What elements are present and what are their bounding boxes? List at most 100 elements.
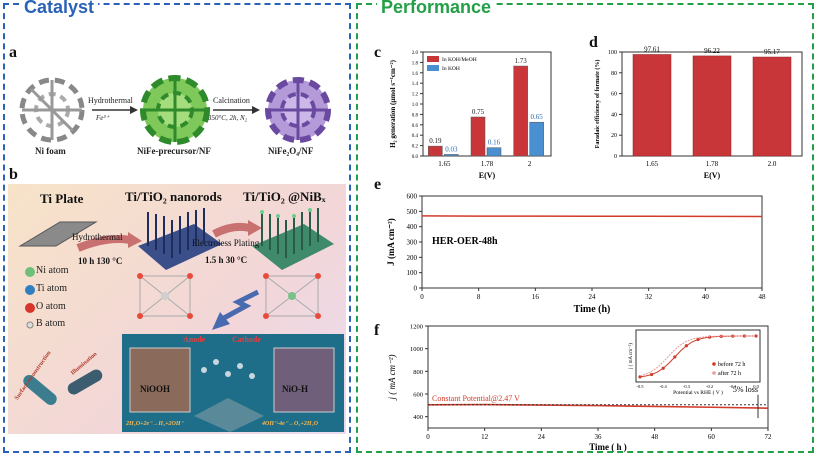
- x-axis-label: E(V): [704, 171, 721, 180]
- y-tick-label: 20: [611, 133, 617, 139]
- ni-foam-label: Ni foam: [35, 146, 66, 156]
- nibx-label: Ti/TiO₂ @NiBₓ: [243, 189, 326, 204]
- inset-legend-marker: [712, 362, 716, 366]
- nife2o4-image: [265, 77, 331, 143]
- bar-value-label: 0.75: [472, 108, 485, 116]
- chart-c: 0.0 0.2 0.4 0.6 0.8 1.0 1.2 1.4 1.6 1.8 2.0 1.65 0.1…: [389, 51, 552, 180]
- loss-label: 5% loss: [733, 385, 758, 394]
- legend-label: In KOH: [442, 66, 460, 72]
- x-tick-label: 2: [528, 160, 532, 168]
- step1-top-label: Hydrothermal: [72, 232, 123, 242]
- y-tick-label: 0: [614, 154, 617, 160]
- inset-x-tick-label: -0.5: [636, 384, 644, 389]
- nanorods-image: [138, 208, 222, 270]
- nife2o4-label: NiFe₂O₄/NF: [268, 146, 314, 156]
- legend-ni-atom: Ni atom: [36, 265, 69, 276]
- bar: [444, 154, 459, 157]
- inset-point-before: [638, 375, 642, 379]
- chart-e: 0 100 200 300 400 500 600 0 8 16 24 32 40 48 HER-OER-4…: [386, 193, 767, 316]
- bar-value-label: 0.65: [531, 113, 544, 121]
- panel-a-scheme: [19, 75, 331, 145]
- ti-plate-image: [18, 221, 98, 247]
- y-tick-label: 0.8: [412, 113, 419, 118]
- bar-value-label: 95.17: [764, 48, 780, 56]
- niooh-label: NiOOH: [140, 384, 171, 394]
- y-tick-label: 1200: [410, 324, 423, 331]
- anode-label: Anode: [183, 335, 206, 344]
- arrow1-bottom-label: Fe³⁺: [96, 114, 110, 122]
- bar: [513, 65, 528, 157]
- ti-plate-label: Ti Plate: [40, 191, 84, 206]
- inset-x-tick-label: -0.2: [706, 384, 713, 389]
- x-tick-label: 0: [420, 293, 424, 301]
- panel-a-letter: a: [9, 44, 17, 61]
- x-tick-label: 8: [477, 293, 481, 301]
- y-axis-label: J (mA cm⁻²): [386, 218, 396, 265]
- y-tick-label: 80: [611, 71, 617, 77]
- bar: [470, 116, 486, 157]
- x-tick-label: 36: [595, 433, 603, 441]
- chart-f: 400 600 800 1000 1200 0 12 24 36 48 60 72 5% loss Con…: [387, 324, 772, 453]
- x-tick-label: 0: [426, 433, 430, 441]
- niooh-electrode: [129, 347, 191, 413]
- inset-x-tick-label: -0.3: [683, 384, 691, 389]
- panel-b-scheme: [18, 208, 344, 432]
- atom-legend: [25, 267, 35, 329]
- y-tick-label: 600: [413, 392, 423, 399]
- bar: [752, 56, 792, 157]
- performance-panel: [356, 3, 814, 453]
- y-tick-label: 1.6: [412, 72, 419, 77]
- equation-right: 4OH⁻-4e⁻→O₂+2H₂O: [262, 421, 318, 427]
- inset-x-tick-label: 0.0: [753, 384, 759, 389]
- nibx-image: [252, 208, 334, 270]
- series-line: [421, 215, 763, 218]
- legend-ti-atom: Ti atom: [36, 283, 68, 294]
- y-tick-label: 100: [407, 269, 418, 277]
- legend-swatch: [427, 56, 439, 62]
- inset-after-line: [639, 335, 757, 377]
- step2-top-label: Electroless Plating: [192, 238, 260, 248]
- legend-swatch: [427, 65, 439, 71]
- catalyst-panel: [3, 3, 351, 453]
- arrow2-bottom-label: 350°C, 2h, N₂: [208, 114, 248, 122]
- performance-title: Performance: [377, 0, 496, 18]
- panel-e-letter: e: [374, 176, 382, 193]
- y-tick-label: 0.2: [412, 145, 419, 150]
- x-tick-label: 48: [759, 293, 767, 301]
- bar-value-label: 0.16: [488, 139, 501, 147]
- bar: [428, 145, 443, 157]
- x-tick-label: 2.0: [768, 160, 777, 168]
- y-tick-label: 2.0: [412, 51, 419, 56]
- inset-x-tick-label: -0.1: [729, 384, 736, 389]
- inset-legend-before: before 72 h: [718, 361, 745, 368]
- bar-value-label: 97.61: [644, 45, 660, 53]
- x-tick-label: 1.78: [481, 160, 494, 168]
- panel-c-letter: c: [374, 44, 382, 61]
- legend-label: In KOH/MeOH: [442, 57, 477, 63]
- y-tick-label: 200: [407, 254, 418, 262]
- x-axis-label: Time ( h ): [589, 442, 627, 452]
- x-tick-label: 24: [589, 293, 597, 301]
- catalyst-title: Catalyst: [20, 0, 99, 18]
- y-tick-label: 400: [407, 223, 418, 231]
- x-tick-label: 1.78: [706, 160, 719, 168]
- x-tick-label: 24: [538, 433, 546, 441]
- x-tick-label: 12: [481, 433, 489, 441]
- x-tick-label: 40: [702, 293, 710, 301]
- x-tick-label: 1.65: [438, 160, 451, 168]
- inset-x-axis-label: Potential vs RHE ( V ): [673, 389, 723, 396]
- bar-value-label: 1.73: [515, 57, 528, 65]
- x-tick-label: 48: [651, 433, 659, 441]
- panel-d-letter: d: [589, 34, 598, 51]
- nio-label: NiO-H: [282, 384, 308, 394]
- x-tick-label: 60: [708, 433, 716, 441]
- inset-legend-after: after 72 h: [718, 370, 741, 377]
- y-tick-label: 0: [414, 285, 418, 293]
- bar: [632, 54, 672, 157]
- bar: [486, 147, 502, 157]
- panel-b-letter: b: [9, 166, 18, 183]
- x-axis-label: E(V): [479, 171, 496, 180]
- y-tick-label: 1.8: [412, 61, 419, 66]
- y-tick-label: 400: [413, 414, 423, 421]
- y-tick-label: 1.0: [412, 103, 419, 108]
